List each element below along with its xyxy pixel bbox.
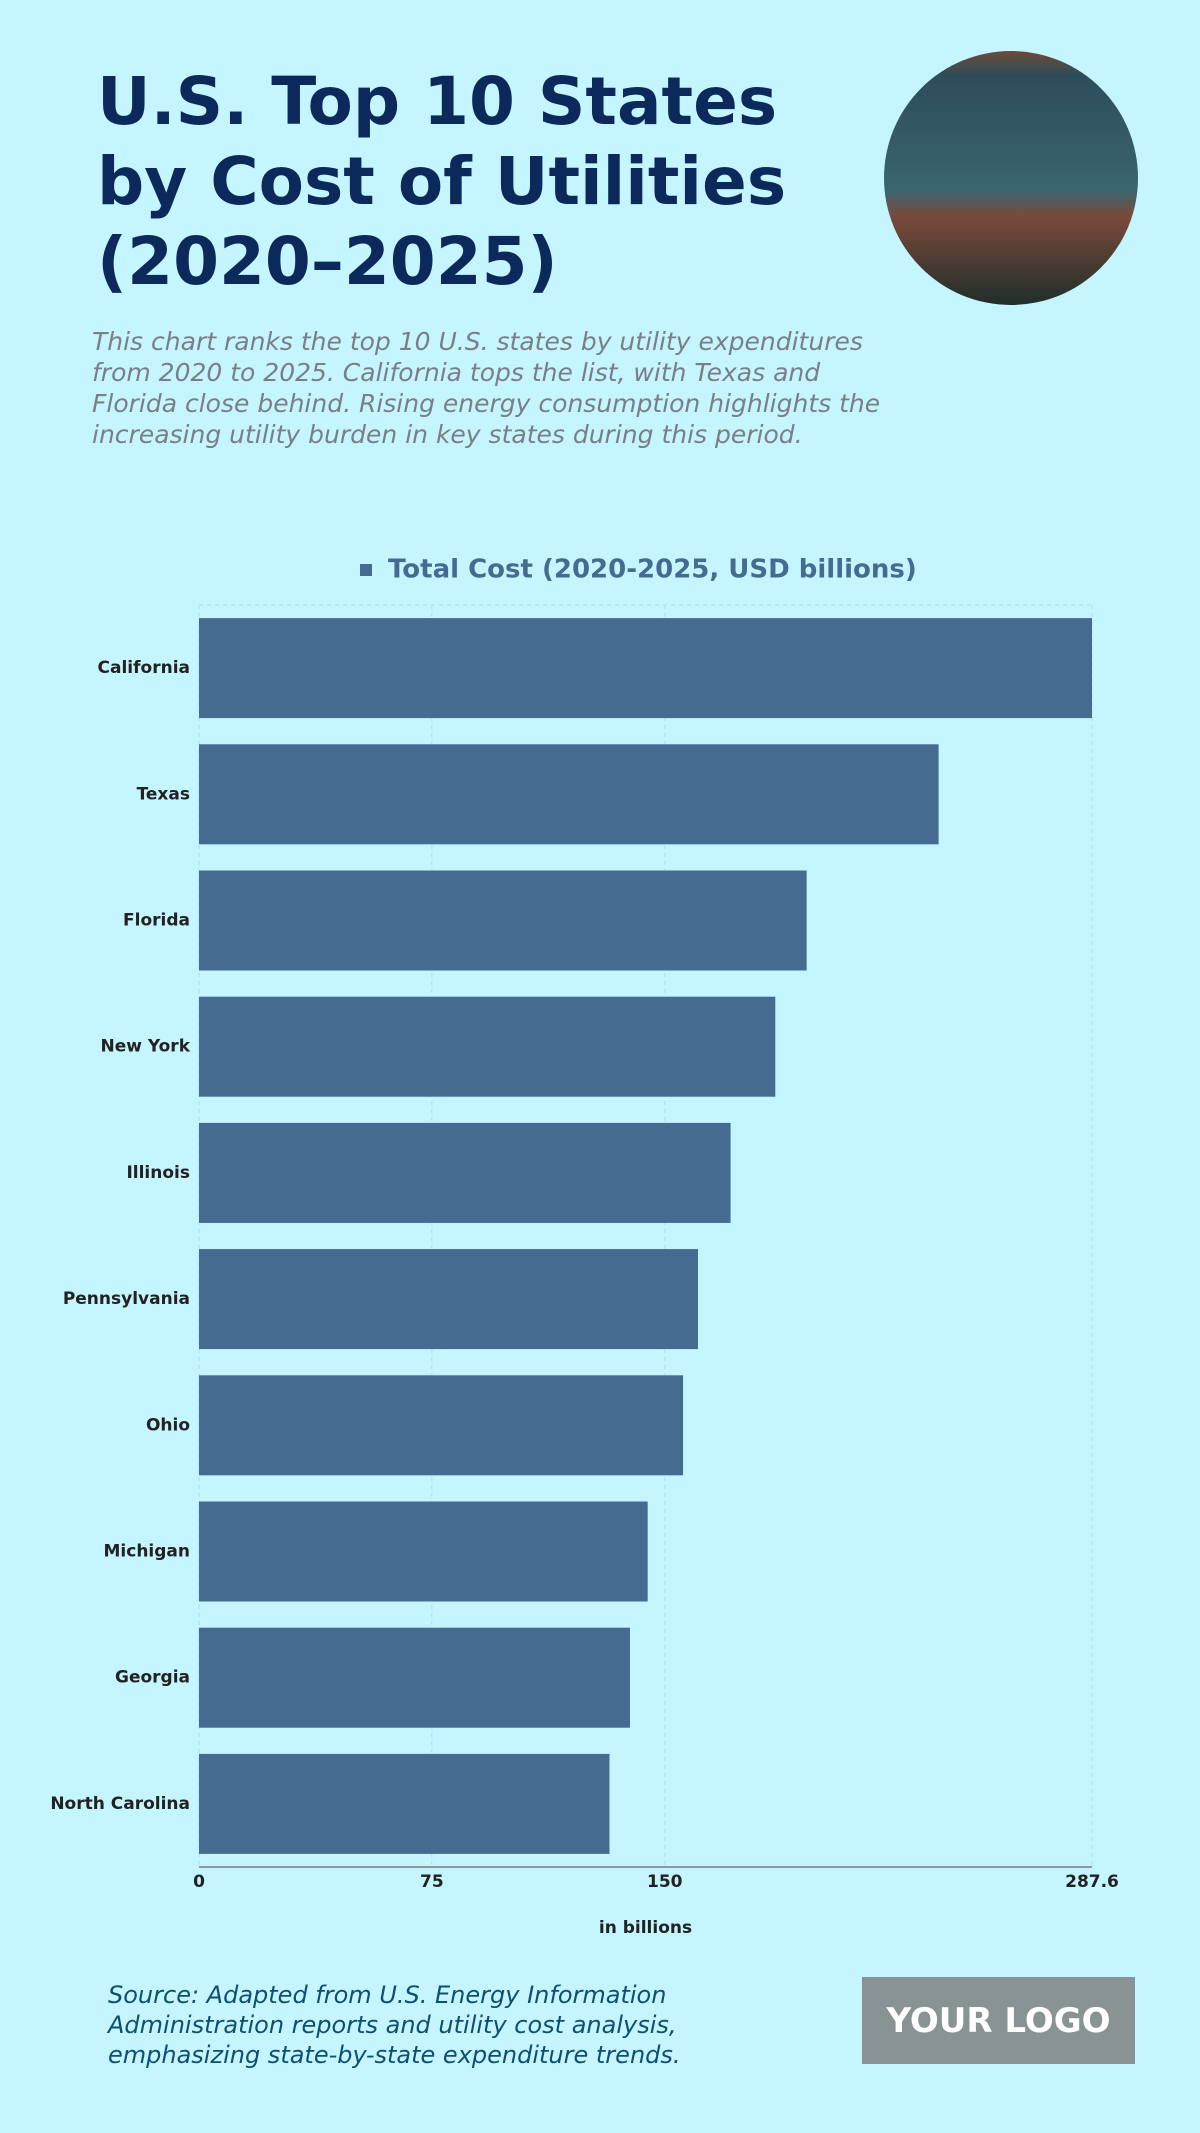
y-tick-label: Georgia [115,1668,190,1688]
bar [199,1375,684,1476]
bar [199,1122,731,1223]
bar [199,744,939,845]
legend-swatch [360,564,372,576]
y-tick-label: Illinois [126,1163,190,1183]
bar [199,1249,698,1350]
x-tick-label: 287.6 [1065,1872,1119,1892]
y-tick-label: North Carolina [50,1794,190,1814]
x-tick-label: 75 [420,1872,444,1892]
y-tick-label: Ohio [146,1415,190,1435]
y-tick-label: New York [101,1037,191,1057]
source-note: Source: Adapted from U.S. Energy Informa… [108,1981,681,2069]
y-tick-label: Texas [137,784,190,804]
bar [199,996,776,1097]
y-tick-label: California [98,658,190,678]
x-tick-label: 0 [193,1872,205,1892]
bar [199,870,807,971]
legend-label: Total Cost (2020-2025, USD billions) [388,555,917,585]
x-tick-label: 150 [647,1872,683,1892]
bar [199,1753,610,1854]
logo: YOUR LOGO [862,1977,1135,2064]
y-tick-label: Pennsylvania [63,1289,190,1309]
chart-title: U.S. Top 10 States by Cost of Utilities … [97,63,787,300]
bar [199,1627,630,1728]
header-photo [884,51,1138,305]
bar [199,1501,648,1602]
chart-subtitle: This chart ranks the top 10 U.S. states … [92,327,881,449]
x-axis-label: in billions [599,1918,692,1938]
y-tick-label: Florida [123,911,190,931]
bar [199,618,1092,719]
y-tick-label: Michigan [104,1542,191,1562]
